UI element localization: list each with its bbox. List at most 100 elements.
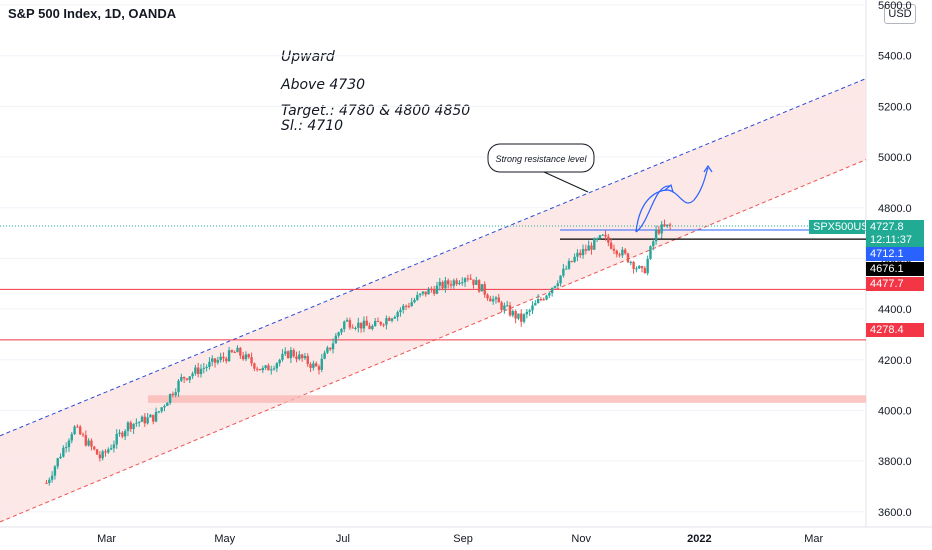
candle-body — [432, 289, 436, 294]
candle-body — [343, 321, 346, 330]
candle-body — [559, 275, 562, 284]
candle-body — [258, 368, 262, 371]
y-tick-label: 5400.0 — [878, 51, 912, 63]
candle-body — [247, 354, 250, 358]
candle-body — [542, 299, 545, 301]
candle-body — [491, 299, 495, 302]
candle-body — [312, 363, 315, 368]
candle-body — [638, 266, 641, 269]
candle-body — [239, 347, 242, 356]
candle-body — [129, 422, 132, 430]
candle-body — [601, 234, 604, 236]
callout-text: Strong resistance level — [495, 154, 587, 164]
candle-body — [261, 367, 265, 371]
candle-body — [345, 320, 349, 322]
candle-body — [143, 416, 147, 424]
candle-body — [196, 367, 200, 375]
candle-body — [121, 432, 124, 437]
candle-body — [517, 313, 520, 319]
candle-body — [522, 314, 526, 322]
candle-body — [140, 416, 144, 422]
candle-body — [107, 449, 110, 453]
candle-body — [576, 252, 579, 257]
candle-body — [230, 350, 234, 353]
candle-body — [514, 311, 517, 319]
candle-body — [458, 282, 461, 285]
candle-body — [418, 293, 422, 296]
candle-body — [534, 303, 537, 306]
candle-body — [579, 252, 582, 256]
candle-body — [407, 305, 411, 307]
candle-body — [657, 229, 661, 234]
candle-body — [244, 354, 248, 360]
candle-body — [166, 402, 169, 406]
candle-body — [334, 335, 338, 344]
candle-body — [222, 356, 225, 359]
candle-body — [177, 380, 180, 393]
candle-body — [306, 356, 309, 365]
candle-body — [590, 245, 593, 250]
candle-body — [632, 261, 635, 269]
candle-body — [494, 297, 498, 300]
candle-body — [303, 356, 307, 359]
candle-body — [497, 297, 500, 303]
candle-body — [402, 305, 405, 310]
candle-body — [81, 434, 85, 436]
candle-body — [388, 318, 391, 321]
candle-body — [528, 310, 531, 312]
x-tick-label: 2022 — [687, 533, 711, 545]
candle-body — [550, 287, 554, 294]
candle-body — [475, 280, 478, 285]
y-tick-label: 4200.0 — [878, 355, 912, 367]
currency-button[interactable]: USD — [884, 4, 916, 24]
candle-body — [421, 291, 425, 294]
candle-body — [286, 351, 290, 359]
candle-body — [233, 352, 236, 354]
candle-body — [573, 256, 576, 262]
candle-body — [548, 293, 551, 296]
candle-body — [84, 435, 88, 446]
candle-body — [472, 279, 475, 285]
candle-body — [67, 440, 71, 448]
candle-body — [93, 446, 96, 450]
candle-body — [211, 358, 214, 362]
candle-body — [623, 249, 627, 254]
candle-body — [160, 407, 163, 412]
candle-body — [281, 353, 284, 360]
candle-body — [236, 347, 239, 353]
candle-body — [466, 278, 470, 280]
candle-body — [410, 302, 413, 307]
y-tick-label: 5600.0 — [878, 0, 912, 12]
candle-body — [270, 369, 273, 371]
candle-body — [191, 373, 194, 377]
candle-body — [483, 284, 486, 295]
candle-body — [666, 224, 669, 227]
candle-body — [320, 358, 323, 370]
candle-body — [652, 241, 655, 247]
note-above: Above 4730 — [281, 77, 366, 93]
candle-body — [314, 363, 318, 367]
candle-body — [216, 360, 220, 363]
candle-body — [194, 367, 197, 374]
note-target: Target.: 4780 & 4800 4850 — [281, 103, 471, 119]
candle-body — [132, 423, 135, 430]
candle-body — [219, 356, 222, 361]
candle-body — [362, 320, 366, 329]
candle-body — [284, 351, 287, 354]
candle-body — [267, 365, 270, 371]
candle-body — [351, 327, 354, 329]
y-tick-label: 3800.0 — [878, 456, 912, 468]
candle-body — [663, 224, 666, 227]
candle-body — [300, 354, 304, 359]
candle-body — [562, 268, 565, 276]
candle-body — [208, 361, 211, 367]
candle-body — [461, 282, 464, 284]
candle-body — [126, 422, 130, 432]
candle-body — [449, 284, 453, 286]
candle-body — [382, 324, 385, 326]
candle-body — [56, 458, 59, 467]
candle-body — [53, 466, 57, 476]
candle-body — [486, 294, 489, 299]
candle-body — [73, 426, 76, 435]
